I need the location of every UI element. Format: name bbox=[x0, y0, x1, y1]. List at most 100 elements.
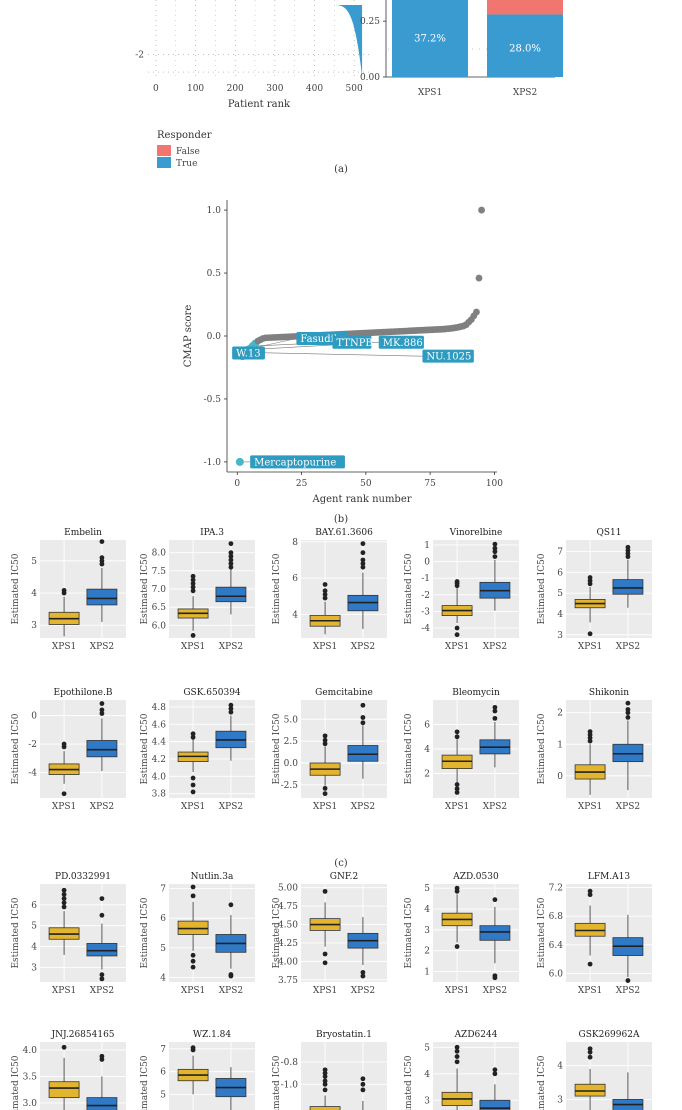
box-outlier bbox=[360, 564, 366, 570]
cmap-label-box bbox=[232, 346, 265, 360]
box-outlier bbox=[322, 1078, 328, 1084]
panel-d: PD.0332991 3 4 5 6 Estimated IC50 XPS1 XPS2 Nutl… bbox=[11, 872, 652, 1110]
box-iqr-xps1 bbox=[309, 1106, 341, 1110]
box-y-label: Estimated IC50 bbox=[11, 553, 21, 624]
box-outlier bbox=[190, 884, 196, 890]
cmap-label-box bbox=[378, 335, 424, 349]
box-outlier bbox=[99, 555, 105, 561]
box-outlier bbox=[492, 897, 498, 903]
cmap-label-text: NU.1025 bbox=[426, 352, 471, 363]
box-outlier bbox=[228, 902, 234, 908]
box-outlier bbox=[228, 541, 234, 547]
box-outlier bbox=[228, 706, 234, 712]
box-y-tick: 4 bbox=[557, 1062, 563, 1072]
box-y-tick: 3 bbox=[557, 631, 563, 641]
box-y-tick: -4 bbox=[421, 624, 430, 634]
cmap-y-tick: 0.0 bbox=[207, 332, 222, 342]
cmap-label-text: W.13 bbox=[236, 349, 260, 360]
box-x-tick: XPS2 bbox=[219, 802, 243, 812]
box-y-tick: 7.2 bbox=[549, 884, 563, 894]
box-outlier bbox=[492, 704, 498, 710]
box-outlier bbox=[454, 1048, 460, 1054]
box-outlier bbox=[228, 972, 234, 977]
box-outlier bbox=[492, 541, 498, 547]
box-y-tick: 4.50 bbox=[278, 921, 298, 931]
box-outlier bbox=[492, 1071, 498, 1077]
box-y-tick: 5 bbox=[160, 1090, 166, 1100]
box-outlier bbox=[625, 978, 631, 983]
box-outlier bbox=[322, 737, 328, 743]
box-outlier bbox=[190, 1045, 196, 1051]
box-x-tick: XPS2 bbox=[90, 802, 114, 812]
box-outlier bbox=[492, 973, 498, 979]
box-y-tick: 5.0 bbox=[284, 715, 299, 725]
box-outlier bbox=[99, 896, 105, 901]
box-outlier bbox=[190, 581, 196, 586]
box-x-tick: XPS1 bbox=[578, 802, 602, 812]
box-x-tick: XPS1 bbox=[52, 642, 76, 652]
box-y-tick: 0 bbox=[557, 772, 563, 782]
box-y-label: Estimated IC50 bbox=[404, 713, 414, 784]
box-y-tick: 5 bbox=[31, 557, 37, 567]
box-x-tick: XPS2 bbox=[483, 802, 507, 812]
box-y-tick: 4.6 bbox=[152, 720, 167, 730]
cmap-point-highlight bbox=[235, 457, 244, 466]
box-iqr-xps2 bbox=[612, 579, 644, 595]
box-iqr-xps1 bbox=[48, 1081, 80, 1099]
box-y-tick: 1 bbox=[557, 740, 563, 750]
box-y-label: Estimated IC50 bbox=[404, 1055, 414, 1110]
cmap-label-text: TTNPB bbox=[336, 338, 372, 349]
box-outlier bbox=[360, 720, 366, 726]
box-x-tick: XPS2 bbox=[351, 642, 375, 652]
box-y-tick: 6 bbox=[160, 914, 166, 924]
stack-bar-true bbox=[487, 14, 563, 77]
box-y-label: Estimated IC50 bbox=[272, 713, 282, 784]
box-outlier bbox=[360, 702, 366, 708]
box-outlier bbox=[61, 588, 67, 593]
box-x-tick: XPS1 bbox=[181, 642, 205, 652]
box-panel-title: LFM.A13 bbox=[588, 872, 631, 882]
box-outlier bbox=[99, 701, 105, 706]
box-y-tick: 7 bbox=[160, 1045, 166, 1055]
wf-x-tick: 0 bbox=[153, 84, 159, 94]
box-outlier bbox=[99, 707, 105, 713]
box-outlier bbox=[360, 1087, 366, 1093]
box-outlier bbox=[190, 577, 196, 583]
box-outlier bbox=[587, 1046, 593, 1052]
box-outlier bbox=[322, 960, 328, 966]
stack-y-tick: 0.00 bbox=[360, 73, 380, 83]
box-outlier bbox=[99, 972, 105, 978]
box-outlier bbox=[360, 973, 366, 979]
box-outlier bbox=[360, 557, 366, 563]
box-y-tick: 0 bbox=[424, 558, 430, 568]
box-outlier bbox=[587, 729, 593, 735]
box-outlier bbox=[99, 912, 105, 918]
box-y-tick: 5 bbox=[424, 884, 430, 894]
box-outlier bbox=[322, 1081, 328, 1087]
box-outlier bbox=[61, 1044, 67, 1050]
cmap-y-label: CMAP score bbox=[183, 305, 194, 368]
box-outlier bbox=[190, 964, 196, 970]
stack-bar-label: 28.0% bbox=[509, 44, 541, 55]
box-outlier bbox=[228, 561, 234, 566]
cmap-label-box bbox=[332, 335, 372, 349]
box-outlier bbox=[322, 1070, 328, 1076]
box-y-tick: -2 bbox=[28, 740, 37, 750]
box-outlier bbox=[360, 550, 366, 556]
box-outlier bbox=[454, 944, 460, 949]
box-x-tick: XPS1 bbox=[313, 802, 337, 812]
box-y-tick: -4 bbox=[28, 768, 37, 778]
box-outlier bbox=[360, 1076, 366, 1082]
box-x-tick: XPS2 bbox=[219, 642, 243, 652]
box-y-tick: 5 bbox=[424, 1043, 430, 1053]
box-x-tick: XPS2 bbox=[483, 986, 507, 996]
box-panel-title: Gemcitabine bbox=[315, 688, 373, 698]
cmap-y-tick: 0.5 bbox=[207, 269, 222, 279]
box-outlier bbox=[61, 900, 67, 906]
stack-x-tick: XPS1 bbox=[418, 88, 442, 98]
box-iqr-xps2 bbox=[215, 586, 247, 603]
box-y-tick: 3.8 bbox=[152, 790, 167, 800]
box-outlier bbox=[322, 741, 328, 747]
box-panel-title: WZ.1.84 bbox=[193, 1030, 232, 1040]
